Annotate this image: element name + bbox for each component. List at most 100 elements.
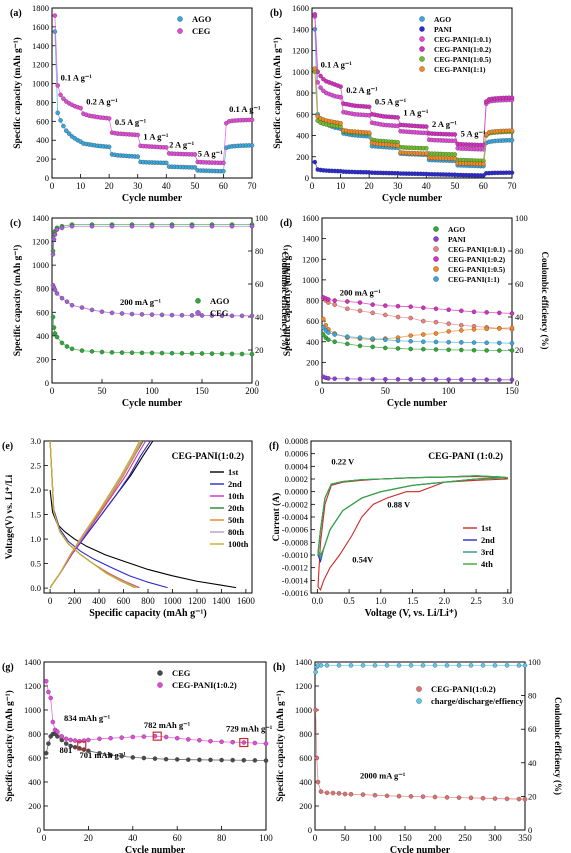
data-point [179, 351, 185, 356]
data-point [336, 663, 342, 668]
y-tick-label: 800 [306, 296, 319, 306]
data-point [119, 311, 125, 316]
data-point [345, 306, 350, 311]
x-tick-label: 2.5 [470, 596, 482, 606]
data-point [509, 340, 515, 346]
data-point [152, 756, 158, 761]
x-tick-label: 50 [190, 181, 200, 191]
data-point [106, 116, 112, 121]
y-tick-label: 0.0000 [285, 487, 308, 497]
data-point [50, 719, 56, 725]
series-line [315, 664, 525, 673]
data-point [342, 791, 348, 797]
plot-frame [321, 217, 513, 384]
y-tick-label: 1000 [295, 705, 312, 715]
data-point [52, 13, 58, 18]
data-point [314, 755, 320, 761]
data-point [209, 313, 215, 318]
data-point [345, 299, 350, 304]
x-axis-label: Cycle number [390, 845, 451, 853]
data-point [89, 307, 95, 313]
legend-label: AGO [448, 225, 465, 234]
data-point [69, 302, 75, 308]
data-point [149, 223, 155, 229]
data-point [312, 159, 318, 165]
y-tick-label: 1200 [24, 681, 41, 691]
legend-label: CEG [192, 26, 211, 36]
data-point [348, 663, 354, 668]
data-point [484, 310, 489, 315]
data-point [444, 663, 450, 668]
data-point [424, 151, 429, 156]
y-tick-label: 1000 [302, 275, 319, 285]
data-point [97, 736, 102, 742]
y-tick-label: 1400 [302, 234, 319, 244]
x-tick-label: 1200 [188, 596, 207, 606]
data-point [69, 346, 75, 352]
data-point [509, 95, 515, 101]
data-point [312, 12, 318, 17]
legend-label: 1st [481, 523, 492, 533]
legend-swatch [433, 266, 439, 272]
annotation: 2 A g⁻¹ [169, 139, 194, 149]
data-point [54, 334, 60, 340]
x-tick-label: 60 [173, 833, 183, 843]
annotation: 5 A g⁻¹ [198, 148, 223, 158]
data-point [59, 295, 65, 301]
highlight-box [152, 731, 162, 741]
data-point [509, 325, 515, 331]
legend-label: CEG-PANI(1:0.5) [434, 55, 492, 64]
data-point [149, 350, 155, 356]
y2-tick-label: 20 [255, 345, 264, 355]
x-axis-label: Cycle number [387, 398, 448, 409]
data-point [395, 346, 401, 351]
x-tick-label: 0 [42, 833, 47, 843]
legend-label: CEG-PANI(1:0.1) [448, 245, 506, 254]
data-point [395, 143, 400, 148]
data-point [192, 152, 198, 157]
data-point [395, 338, 401, 343]
y-tick-label: 1400 [292, 24, 309, 34]
data-point [48, 695, 53, 701]
data-point [119, 753, 124, 759]
data-point [169, 223, 175, 229]
data-point [169, 312, 175, 318]
y2-tick-label: 20 [515, 345, 524, 355]
data-point [249, 117, 255, 123]
x-axis-label: Cycle number [125, 845, 186, 853]
annotation: 1 A g⁻¹ [143, 131, 168, 141]
y2-tick-label: 60 [255, 279, 264, 289]
x-tick-label: 100 [145, 386, 159, 396]
data-point [43, 750, 49, 756]
x-axis-label: Voltage (V, vs. Li/Li⁺) [365, 608, 458, 619]
legend-swatch [419, 66, 425, 72]
data-point [372, 663, 378, 668]
data-point [321, 332, 326, 337]
panel-g: 0 20 40 60 80 1000200400600800100012001400Cyc… [2, 657, 273, 853]
data-point [408, 315, 413, 321]
data-point [249, 143, 255, 148]
y-tick-label: -0.0014 [282, 575, 309, 585]
data-point [357, 300, 363, 305]
data-point [348, 791, 354, 797]
data-point [324, 663, 330, 668]
data-point [52, 232, 58, 237]
data-point [64, 128, 69, 134]
y-tick-label: 3.0 [30, 436, 41, 446]
y2-tick-label: 80 [515, 246, 524, 256]
data-point [484, 377, 489, 382]
data-point [326, 376, 331, 381]
y-tick-label: 1000 [32, 79, 49, 89]
data-point [135, 154, 140, 159]
legend-swatch [433, 276, 439, 282]
panel-d: 0 50 100 1500200400600800100012001400160002… [280, 213, 550, 409]
data-point [163, 734, 169, 740]
legend-label: CEG-PANI(1:0.5) [448, 265, 506, 274]
y-tick-label: 200 [36, 154, 49, 164]
legend-label: 4th [481, 559, 493, 569]
plot-frame [43, 440, 253, 594]
y2-tick-label: 100 [255, 213, 268, 223]
data-point [459, 308, 464, 314]
data-point [492, 663, 498, 668]
data-point [516, 796, 522, 802]
